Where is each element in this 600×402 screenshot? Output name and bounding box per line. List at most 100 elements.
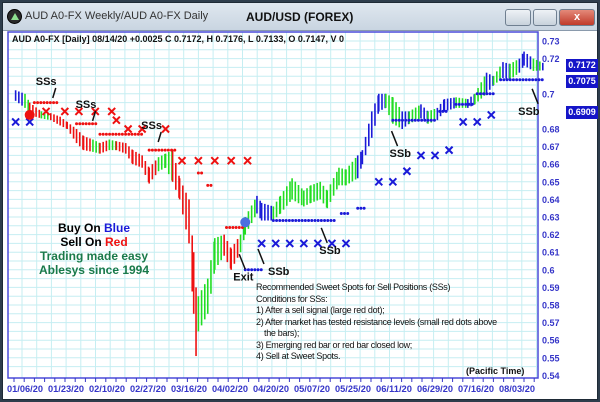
support-dot [346, 211, 350, 215]
support-dot [426, 118, 430, 122]
resistance-dot [98, 132, 102, 136]
buy-prefix: Buy On [57, 221, 104, 235]
support-dot [540, 78, 544, 82]
resistance-dot [87, 122, 91, 126]
blue-x-marker [327, 239, 337, 248]
support-dot [343, 211, 347, 215]
support-dot [362, 206, 366, 210]
resistance-dot [224, 226, 228, 230]
resistance-dot [94, 122, 98, 126]
blue-x-marker [271, 239, 280, 248]
support-dot [515, 78, 519, 82]
support-dot [329, 219, 333, 223]
support-dot [511, 78, 515, 82]
support-dot [300, 219, 304, 223]
resistance-dot [108, 132, 112, 136]
support-dot [461, 102, 465, 106]
resistance-dot [206, 183, 210, 187]
minimize-button[interactable] [505, 9, 531, 26]
sweet-spot-notes: Recommended Sweet Spots for Sell Positio… [256, 282, 497, 363]
title-bar[interactable]: AUD A0-FX Weekly/AUD A0-FX Daily AUD/USD… [3, 3, 597, 31]
annotation-label: SSs [141, 120, 162, 132]
red-x-marker [60, 107, 70, 116]
support-dot [521, 78, 525, 82]
price-box-last: 0.7172 [566, 59, 598, 72]
support-dot [400, 118, 404, 122]
y-tick-label: 0.55 [542, 353, 560, 363]
quote-info-line: AUD A0-FX [Daily] 08/14/20 +0.0025 C 0.7… [12, 34, 344, 44]
support-dot [397, 118, 401, 122]
support-dot [271, 219, 275, 223]
resistance-dot [32, 101, 36, 105]
x-tick-label: 02/27/20 [130, 384, 166, 394]
annotation-label: SSs [76, 99, 97, 111]
support-dot [356, 206, 360, 210]
blue-x-marker [487, 110, 496, 120]
support-dot [394, 118, 398, 122]
support-dot [278, 219, 282, 223]
annotation-arrow [257, 248, 265, 265]
y-tick-label: 0.65 [542, 177, 560, 187]
annotation-label: SSb [518, 106, 540, 118]
support-dot [475, 92, 479, 96]
blue-x-marker [416, 151, 426, 160]
resistance-dot [45, 101, 49, 105]
support-dot [488, 92, 492, 96]
support-dot [259, 268, 263, 272]
buy-word: Blue [104, 221, 131, 235]
support-dot [467, 102, 471, 106]
support-dot [441, 109, 445, 113]
support-dot [253, 268, 257, 272]
red-x-marker [194, 156, 203, 165]
y-tick-label: 0.54 [542, 371, 560, 381]
resistance-dot [52, 101, 56, 105]
support-dot [518, 78, 522, 82]
annotation-arrow [157, 131, 162, 143]
support-dot [464, 102, 468, 106]
blue-x-marker [458, 117, 468, 127]
x-tick-label: 01/06/20 [7, 384, 43, 394]
annotation-label: SSs [36, 76, 57, 88]
resistance-dot [237, 226, 241, 230]
support-dot [423, 118, 427, 122]
y-tick-label: 0.62 [542, 230, 560, 240]
x-tick-label: 06/29/20 [417, 384, 453, 394]
blue-x-marker [25, 117, 34, 127]
annotation-arrow [531, 88, 539, 105]
support-dot [482, 92, 486, 96]
y-tick-label: 0.61 [542, 248, 560, 258]
x-tick-label: 02/10/20 [89, 384, 125, 394]
resistance-dot [209, 183, 213, 187]
y-tick-label: 0.7 [542, 89, 555, 99]
resistance-dot [39, 101, 43, 105]
note-line: Conditions for SSs: [256, 293, 328, 304]
tagline-2: Ablesys since 1994 [38, 263, 150, 277]
close-button[interactable]: x [559, 9, 595, 26]
support-dot [438, 109, 442, 113]
resistance-dot [101, 132, 105, 136]
support-dot [316, 219, 320, 223]
support-dot [454, 102, 458, 106]
price-box-stop: 0.6909 [566, 106, 598, 119]
note-line: Recommended Sweet Spots for Sell Positio… [256, 282, 451, 292]
resistance-dot [136, 132, 140, 136]
y-tick-label: 0.66 [542, 160, 560, 170]
legend-text: Buy On Blue Sell On Red Trading made eas… [39, 221, 149, 277]
support-dot [524, 78, 528, 82]
x-tick-label: 05/07/20 [294, 384, 330, 394]
annotation-label: SSb [319, 245, 341, 257]
blue-x-marker [472, 117, 482, 127]
support-dot [246, 268, 250, 272]
support-dot [404, 118, 408, 122]
resistance-dot [173, 148, 177, 152]
resistance-dot [170, 148, 174, 152]
resistance-dot [124, 132, 128, 136]
y-tick-label: 0.56 [542, 336, 560, 346]
support-dot [250, 268, 254, 272]
maximize-button[interactable] [533, 9, 557, 26]
red-x-marker [243, 156, 252, 165]
resistance-dot [117, 132, 121, 136]
support-dot [499, 78, 503, 82]
support-dot [407, 118, 411, 122]
